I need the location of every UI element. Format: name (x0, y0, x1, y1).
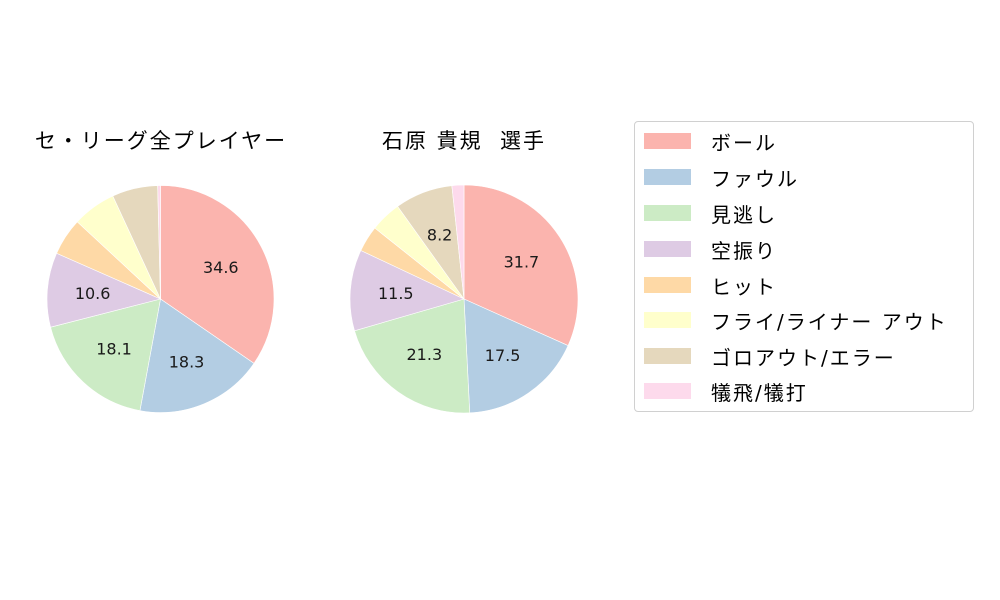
legend-label: 見逃し (711, 202, 777, 227)
pie-slice (46, 252, 162, 328)
chart-title-player: 石原 貴規 選手 (381, 129, 547, 153)
slice-value-label: 11.5 (378, 284, 414, 303)
legend-swatch (644, 133, 691, 149)
pie-chart-league: 34.6 18.3 18.1 10.6 (46, 185, 275, 413)
pie-slice (157, 185, 161, 300)
legend-item-swinging-strike: 空振り (644, 234, 777, 264)
pie-slice (354, 298, 471, 414)
pie-slice (451, 184, 465, 300)
legend-item-fly-liner-out: フライ/ライナー アウト (644, 305, 948, 335)
slice-value-label: 8.2 (427, 226, 452, 245)
legend-swatch (644, 277, 691, 293)
pie-slice (349, 250, 465, 332)
legend: ボール ファウル 見逃し 空振り ヒット フライ/ライナー アウト ゴロアウト/… (634, 121, 974, 412)
pie-slice (50, 298, 161, 411)
legend-item-sacrifice: 犠飛/犠打 (644, 376, 808, 406)
pie-slice (463, 184, 579, 346)
legend-swatch (644, 348, 691, 364)
pie-slice (160, 185, 275, 364)
legend-swatch (644, 169, 691, 185)
legend-item-ground-out-error: ゴロアウト/エラー (644, 341, 896, 371)
pie-chart-player: 31.7 17.5 21.3 11.5 8.2 (349, 184, 579, 414)
legend-label: ファウル (711, 166, 799, 191)
pie-slice (463, 298, 569, 414)
legend-item-foul: ファウル (644, 162, 799, 192)
legend-swatch (644, 205, 691, 221)
legend-label: 空振り (711, 238, 777, 263)
legend-item-ball: ボール (644, 126, 777, 156)
legend-label: ゴロアウト/エラー (711, 345, 896, 370)
legend-item-hit: ヒット (644, 270, 777, 300)
legend-item-called-strike: 見逃し (644, 198, 777, 228)
slice-value-label: 21.3 (407, 345, 443, 364)
legend-label: ヒット (711, 274, 777, 299)
slice-value-label: 18.3 (169, 352, 205, 371)
chart-title-league: セ・リーグ全プレイヤー (34, 129, 288, 153)
legend-swatch (644, 241, 691, 257)
pie-slice (139, 298, 255, 413)
legend-label: ボール (711, 130, 777, 155)
legend-label: 犠飛/犠打 (711, 380, 808, 405)
legend-swatch (644, 312, 691, 328)
slice-value-label: 31.7 (504, 252, 540, 271)
slice-value-label: 17.5 (485, 346, 521, 365)
slice-value-label: 34.6 (203, 258, 239, 277)
legend-swatch (644, 383, 691, 399)
slice-value-label: 18.1 (96, 339, 132, 358)
legend-label: フライ/ライナー アウト (711, 309, 948, 334)
slice-value-label: 10.6 (75, 284, 111, 303)
